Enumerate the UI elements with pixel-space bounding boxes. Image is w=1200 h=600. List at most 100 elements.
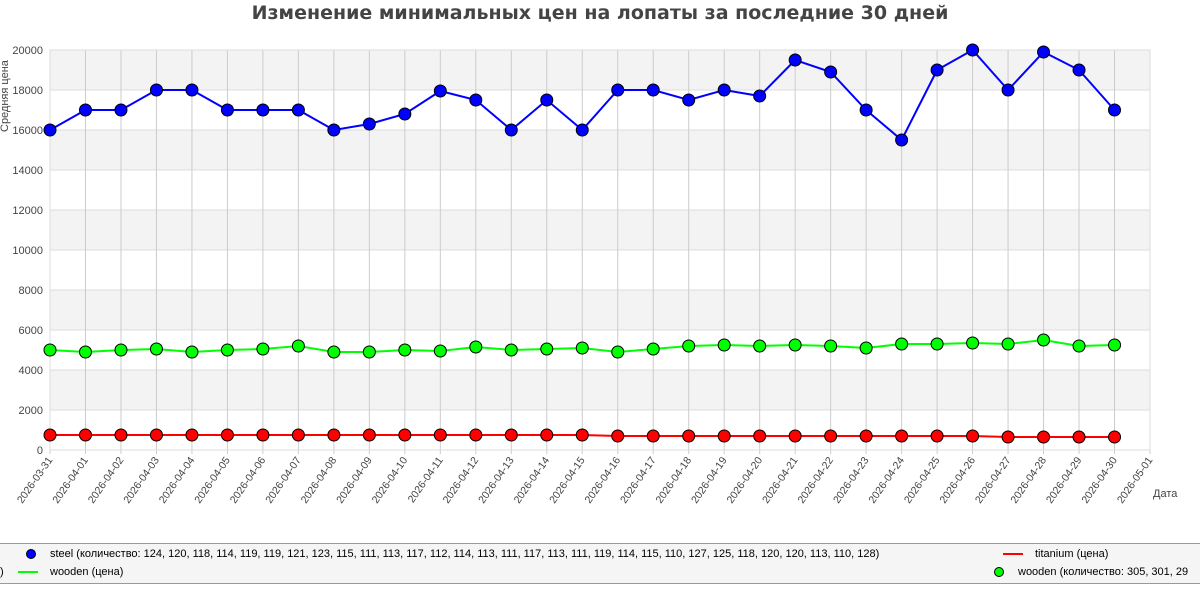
titanium-point [859, 429, 873, 443]
x-tick-label: 2026-04-28 [1008, 455, 1049, 506]
steel-point [646, 83, 660, 97]
x-tick-label: 2026-04-15 [547, 455, 588, 506]
x-tick-label: 2026-04-04 [157, 455, 198, 506]
titanium-point [469, 428, 483, 442]
steel-point [895, 133, 909, 147]
wooden-point [504, 343, 518, 357]
steel-point [1001, 83, 1015, 97]
titanium-point [220, 428, 234, 442]
x-tick-label: 2026-04-13 [476, 455, 517, 506]
x-tick-label: 2026-04-03 [121, 455, 162, 506]
steel-point [114, 103, 128, 117]
x-tick-label: 2026-05-01 [1115, 455, 1156, 506]
steel-point [149, 83, 163, 97]
steel-point [611, 83, 625, 97]
steel-point [717, 83, 731, 97]
titanium-point [1072, 430, 1086, 444]
y-tick-label: 10000 [12, 245, 43, 257]
legend-label: titanium (цена) [1035, 548, 1109, 560]
legend-steel-points: steel (количество: 124, 120, 118, 114, 1… [26, 548, 879, 560]
titanium-point [1001, 430, 1015, 444]
x-tick-label: 2026-04-21 [760, 455, 801, 506]
wooden-point [575, 341, 589, 355]
titanium-point [504, 428, 518, 442]
x-tick-label: 2026-04-05 [192, 455, 233, 506]
red-line-icon [1003, 553, 1023, 555]
titanium-point [291, 428, 305, 442]
y-tick-label: 4000 [19, 365, 43, 377]
titanium-point [327, 428, 341, 442]
wooden-point [114, 343, 128, 357]
steel-point [859, 103, 873, 117]
x-tick-label: 2026-04-12 [441, 455, 482, 506]
titanium-point [256, 428, 270, 442]
wooden-point [717, 338, 731, 352]
titanium-point [540, 428, 554, 442]
wooden-point [1108, 338, 1122, 352]
wooden-point [753, 339, 767, 353]
x-tick-label: 2026-04-11 [406, 455, 446, 505]
x-tick-label: 2026-04-17 [618, 455, 659, 506]
grid-band [50, 210, 1150, 250]
titanium-point [362, 428, 376, 442]
wooden-point [646, 342, 660, 356]
steel-point [753, 89, 767, 103]
legend-wooden-line: wooden (цена) [18, 566, 123, 578]
legend-label: wooden (цена) [50, 566, 124, 578]
titanium-point [930, 429, 944, 443]
wooden-point [149, 342, 163, 356]
grid-band [50, 130, 1150, 170]
titanium-point [824, 429, 838, 443]
wooden-point [788, 338, 802, 352]
wooden-point [611, 345, 625, 359]
titanium-point [1037, 430, 1051, 444]
x-tick-label: 2026-04-27 [973, 455, 1014, 506]
titanium-point [611, 429, 625, 443]
titanium-point [788, 429, 802, 443]
y-tick-label: 12000 [12, 205, 43, 217]
titanium-point [185, 428, 199, 442]
titanium-point [682, 429, 696, 443]
x-tick-label: 2026-04-08 [299, 455, 340, 506]
y-tick-label: 0 [37, 445, 43, 457]
wooden-point [398, 343, 412, 357]
titanium-point [433, 428, 447, 442]
titanium-point [149, 428, 163, 442]
steel-point [43, 123, 57, 137]
x-tick-label: 2026-04-30 [1079, 455, 1120, 506]
x-tick-label: 2026-04-18 [654, 455, 695, 506]
titanium-point [753, 429, 767, 443]
steel-point [966, 43, 980, 57]
legend-overflow: ) [0, 566, 4, 578]
steel-point [930, 63, 944, 77]
titanium-point [646, 429, 660, 443]
titanium-point [78, 428, 92, 442]
wooden-point [682, 339, 696, 353]
legend-wooden-points: wooden (количество: 305, 301, 29 [994, 566, 1188, 578]
steel-point [398, 107, 412, 121]
titanium-point [398, 428, 412, 442]
steel-point [291, 103, 305, 117]
steel-point [362, 117, 376, 131]
wooden-point [362, 345, 376, 359]
legend: steel (количество: 124, 120, 118, 114, 1… [0, 543, 1200, 584]
x-tick-label: 2026-04-10 [370, 455, 411, 506]
y-tick-label: 8000 [19, 285, 43, 297]
grid-band [50, 370, 1150, 410]
titanium-point [895, 429, 909, 443]
green-dot-icon [994, 567, 1004, 577]
x-tick-label: 2026-04-20 [724, 455, 765, 506]
y-tick-label: 16000 [12, 125, 43, 137]
x-tick-label: 2026-04-25 [902, 455, 943, 506]
wooden-point [1001, 337, 1015, 351]
titanium-point [575, 428, 589, 442]
legend-titanium-line: titanium (цена) [1003, 548, 1108, 560]
steel-point [575, 123, 589, 137]
x-tick-label: 2026-04-01 [50, 455, 91, 506]
x-tick-label: 2026-04-02 [86, 455, 127, 506]
y-tick-label: 14000 [12, 165, 43, 177]
wooden-point [824, 339, 838, 353]
wooden-point [895, 337, 909, 351]
y-tick-label: 6000 [19, 325, 43, 337]
green-line-icon [18, 571, 38, 573]
